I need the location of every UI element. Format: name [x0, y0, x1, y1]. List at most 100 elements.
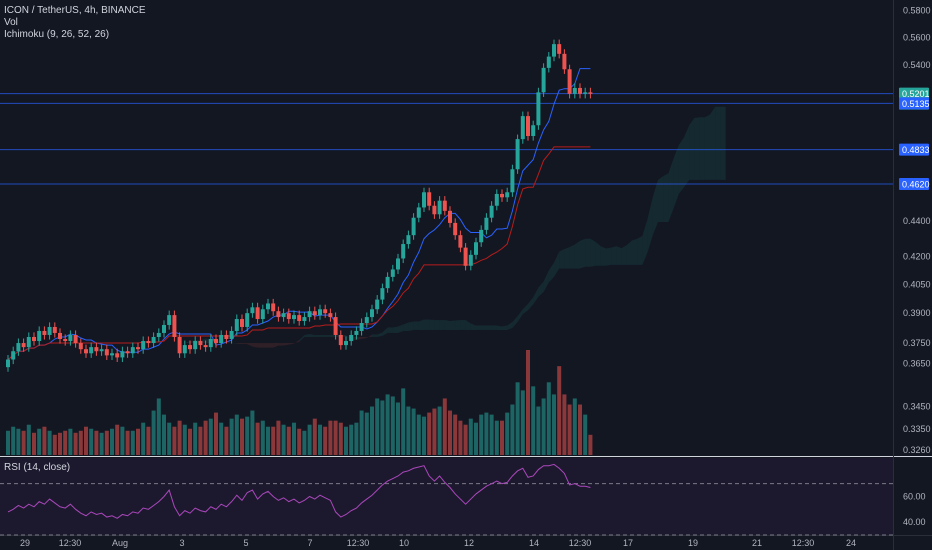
candle-body [203, 345, 208, 348]
symbol-title[interactable]: ICON / TetherUS, 4h, BINANCE [4, 5, 146, 16]
volume-bar [323, 426, 328, 455]
cloud-segment [554, 251, 560, 277]
candle-body [224, 334, 229, 340]
candle-body [63, 339, 68, 342]
candle-body [354, 330, 359, 335]
candle-body [6, 359, 10, 368]
cloud-segment [507, 322, 513, 330]
cloud-segment [434, 320, 440, 330]
candle-body [458, 235, 463, 248]
horizontal-levels[interactable] [0, 93, 893, 185]
time-axis-label: 12:30 [792, 538, 815, 548]
cloud-segment [418, 319, 424, 330]
cloud-segment [590, 238, 596, 267]
price-axis-label: 0.5600 [903, 32, 931, 42]
cloud-segment [304, 333, 310, 337]
candle-body [364, 317, 369, 323]
candle-body [526, 116, 530, 137]
cloud-segment [455, 320, 461, 330]
price-axis-label: 0.4200 [903, 252, 931, 262]
volume-bar [141, 422, 146, 455]
candle-body [323, 309, 328, 314]
cloud-segment [533, 287, 539, 305]
cloud-segment [444, 320, 450, 330]
cloud-segment [236, 343, 242, 345]
candle-body [370, 309, 374, 318]
candle-body [468, 254, 473, 266]
volume-bar [510, 404, 515, 455]
cloud-segment [538, 281, 544, 297]
volume-bar [47, 430, 52, 455]
candle-body [411, 217, 416, 236]
volume-bar [536, 406, 541, 455]
volume-bar [370, 406, 374, 455]
cloud-segment [668, 158, 674, 223]
price-tag: 0.4620 [899, 177, 930, 190]
cloud-segment [502, 325, 508, 330]
cloud-segment [491, 325, 497, 330]
cloud-segment [559, 248, 565, 269]
ichimoku-legend[interactable]: Ichimoku (9, 26, 52, 26) [4, 29, 110, 40]
volume-bar [338, 422, 343, 455]
volume-bar [125, 430, 130, 455]
candle-body [47, 326, 52, 335]
cloud-segment [637, 236, 643, 265]
cloud-segment [429, 319, 435, 330]
volume-bars [6, 350, 593, 455]
candle-body [557, 44, 562, 54]
volume-bar [99, 432, 104, 455]
cloud-segment [148, 351, 154, 356]
candle-body [318, 309, 322, 316]
price-axis-label: 0.3750 [903, 338, 931, 348]
time-axis-label: 12:30 [569, 538, 592, 548]
cloud-segment [548, 262, 554, 283]
cloud-segment [273, 343, 279, 348]
volume-bar [52, 434, 57, 455]
candle-body [349, 334, 354, 342]
candle-body [78, 343, 83, 350]
cloud-segment [231, 343, 237, 344]
time-axis-label: 24 [846, 538, 856, 548]
time-axis-label: 10 [399, 538, 409, 548]
candle-body [52, 326, 57, 333]
time-axis[interactable]: 29 12:30 Aug 3 5 7 12:30 10 12 14 12:30 17 19 21 12:30… [20, 538, 856, 548]
volume-bar [11, 426, 16, 455]
price-axis[interactable]: 0.5800 0.5600 0.5400 0.4400 0.4200 0.4050 0.39… [903, 6, 931, 455]
cloud-segment [626, 240, 632, 265]
volume-bar [312, 418, 317, 455]
candlesticks[interactable] [6, 39, 593, 372]
candle-body [89, 347, 94, 354]
volume-legend[interactable]: Vol [4, 17, 18, 28]
candle-body [120, 351, 125, 358]
candle-body [312, 311, 317, 316]
cloud-segment [439, 320, 445, 330]
rsi-legend[interactable]: RSI (14, close) [4, 462, 71, 473]
volume-bar [354, 422, 359, 455]
volume-bar [136, 428, 140, 455]
candle-body [266, 303, 270, 310]
cloud-segment [392, 326, 398, 333]
candle-body [427, 192, 432, 206]
cloud-segment [387, 327, 393, 333]
candle-body [240, 319, 244, 327]
cloud-segment [169, 345, 175, 349]
volume-bar [177, 420, 182, 455]
candle-body [437, 200, 442, 215]
volume-bar [406, 406, 411, 455]
candle-body [115, 353, 120, 358]
time-axis-label: Aug [112, 538, 128, 548]
candle-body [219, 334, 224, 344]
volume-bar [401, 388, 406, 455]
rsi-pane[interactable]: 60.00 40.00 [0, 463, 926, 536]
cloud-segment [595, 241, 601, 266]
candle-body [552, 44, 556, 57]
volume-bar [333, 420, 338, 455]
volume-bar [26, 424, 31, 455]
candle-body [567, 69, 572, 94]
volume-bar [307, 424, 312, 455]
volume-bar [479, 414, 484, 455]
time-axis-label: 14 [529, 538, 539, 548]
price-axis-label: 0.5800 [903, 6, 931, 16]
